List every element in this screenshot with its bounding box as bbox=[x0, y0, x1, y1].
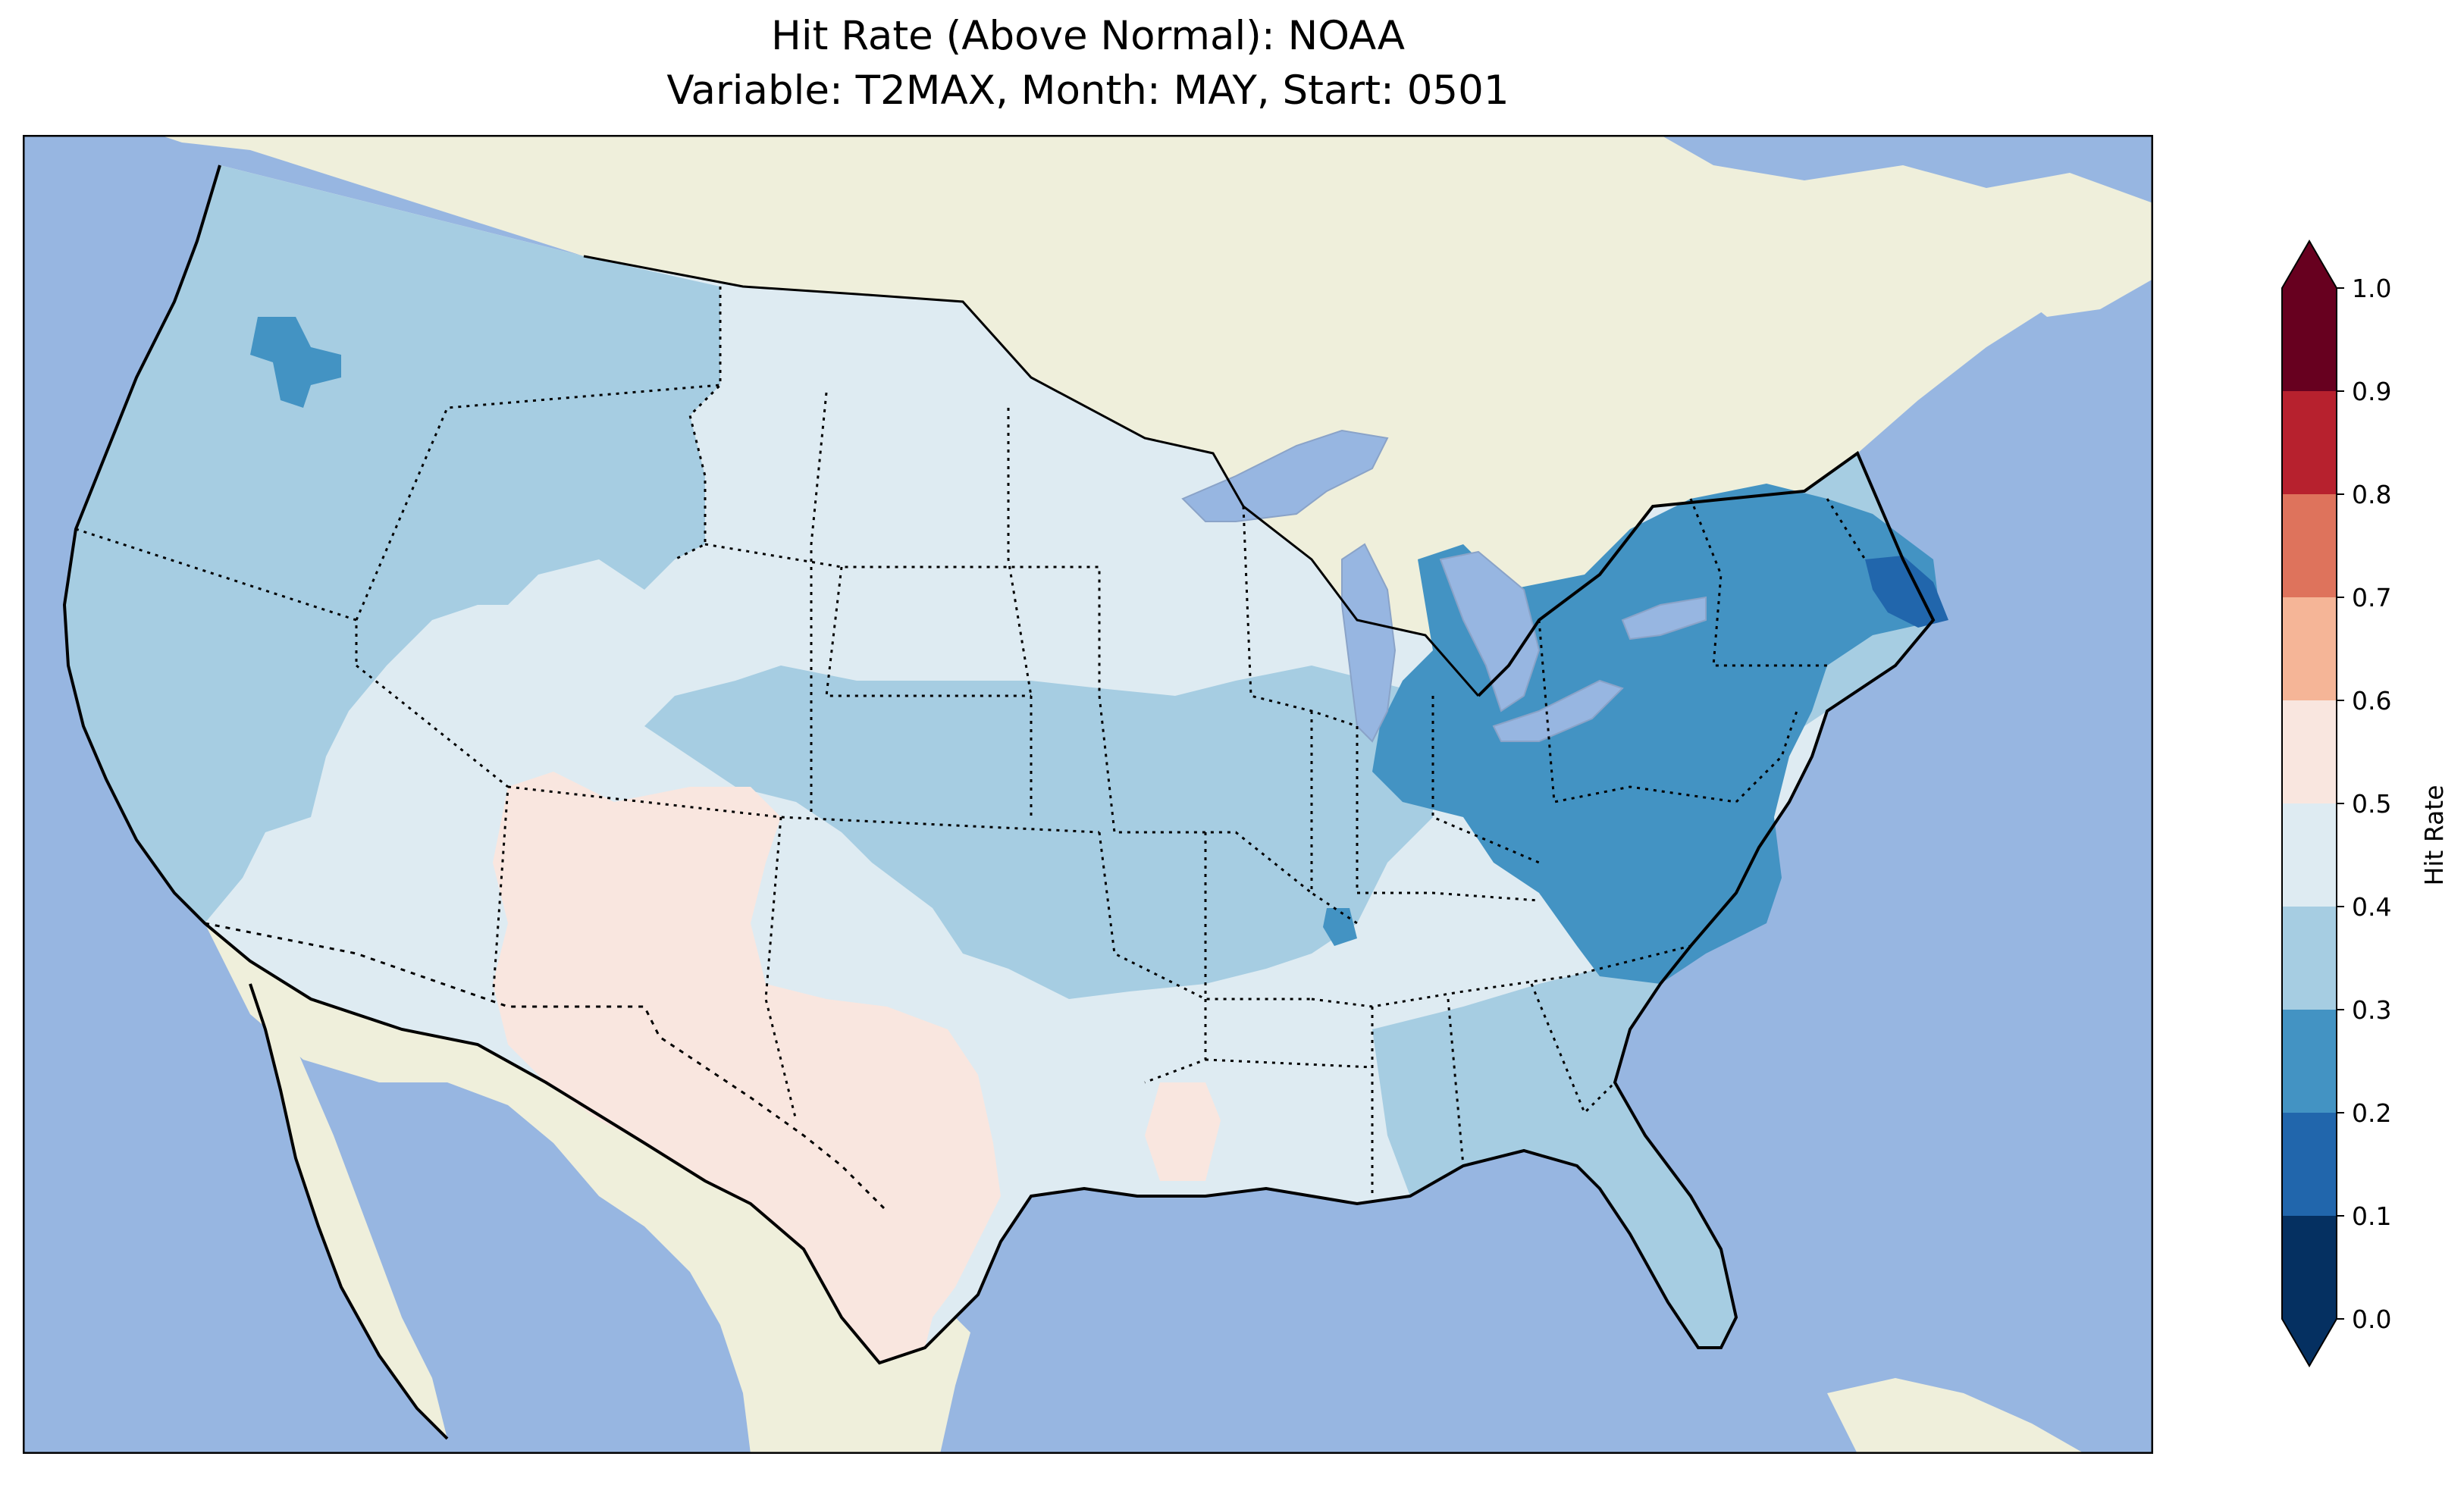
colorbar-bin-0 bbox=[2282, 1216, 2337, 1319]
hit-rate-bin-0.5-0.6-louisiana bbox=[1145, 1082, 1221, 1181]
colorbar-tick-label-10: 1.0 bbox=[2352, 274, 2391, 303]
lake-ontario bbox=[1621, 596, 1707, 641]
colorbar-bin-4 bbox=[2282, 803, 2337, 907]
hit-rate-bin-0.5-0.6-southwest bbox=[493, 772, 1001, 1363]
colorbar-extend-min bbox=[2282, 1319, 2337, 1366]
lake-erie bbox=[1492, 679, 1624, 742]
colorbar-tick-label-9: 0.9 bbox=[2352, 377, 2391, 406]
colorbar-tick-label-2: 0.2 bbox=[2352, 1098, 2391, 1128]
nova-scotia-land bbox=[2009, 226, 2153, 317]
coastline bbox=[62, 164, 1936, 1365]
colorbar-bin-8 bbox=[2282, 391, 2337, 494]
colorbar-tick-label-4: 0.4 bbox=[2352, 892, 2391, 922]
colorbar-bins bbox=[2281, 240, 2337, 1367]
hit-rate-bin-0.3-0.4-west bbox=[64, 165, 720, 923]
baja-coastline bbox=[249, 983, 449, 1440]
colorbar-bin-3 bbox=[2282, 907, 2337, 1010]
colorbar-tick-label-0: 0.0 bbox=[2352, 1305, 2391, 1334]
lake-michigan bbox=[1341, 543, 1397, 743]
canada-land bbox=[159, 135, 2153, 696]
colorbar-label: Hit Rate bbox=[2419, 785, 2449, 885]
colorbar-tick-label-7: 0.7 bbox=[2352, 583, 2391, 612]
chart-subtitle: Variable: T2MAX, Month: MAY, Start: 0501 bbox=[666, 67, 1509, 114]
hit-rate-bin-0.3-0.4-central bbox=[644, 666, 1433, 999]
colorbar-tick-label-5: 0.5 bbox=[2352, 789, 2391, 819]
colorbar-tick-label-3: 0.3 bbox=[2352, 995, 2391, 1025]
colorbar-bin-6 bbox=[2282, 597, 2337, 700]
canada-border bbox=[583, 255, 1480, 697]
state-borders bbox=[75, 287, 1867, 1196]
colorbar-tick-label-1: 0.1 bbox=[2352, 1201, 2391, 1231]
colorbar-tick-label-6: 0.6 bbox=[2352, 686, 2391, 716]
colorbar-bin-9 bbox=[2282, 288, 2337, 391]
mexico-land bbox=[205, 923, 970, 1454]
map-border bbox=[23, 135, 2153, 1454]
colorbar-extend-max bbox=[2282, 241, 2337, 288]
lake-superior bbox=[1181, 429, 1389, 522]
colorbar: 0.0 0.1 0.2 0.3 0.4 0.5 0.6 0.7 0.8 0.9 1.0 Hit Ra… bbox=[2281, 240, 2449, 1367]
lake-huron bbox=[1439, 550, 1541, 713]
map-panel bbox=[23, 135, 2153, 1454]
colorbar-bin-2 bbox=[2282, 1010, 2337, 1113]
mexico-border bbox=[204, 922, 889, 1213]
colorbar-tick-label-8: 0.8 bbox=[2352, 480, 2391, 509]
hit-rate-bin-0.2-0.3-oregon bbox=[250, 317, 341, 408]
colorbar-bin-7 bbox=[2282, 494, 2337, 597]
colorbar-ticks: 0.0 0.1 0.2 0.3 0.4 0.5 0.6 0.7 0.8 0.9 1.0 bbox=[2337, 274, 2391, 1334]
baja-california bbox=[250, 984, 447, 1439]
colorbar-bin-1 bbox=[2282, 1113, 2337, 1216]
chart-title: Hit Rate (Above Normal): NOAA bbox=[771, 13, 1405, 59]
colorbar-bin-5 bbox=[2282, 700, 2337, 803]
cuba-land bbox=[1827, 1378, 2085, 1454]
